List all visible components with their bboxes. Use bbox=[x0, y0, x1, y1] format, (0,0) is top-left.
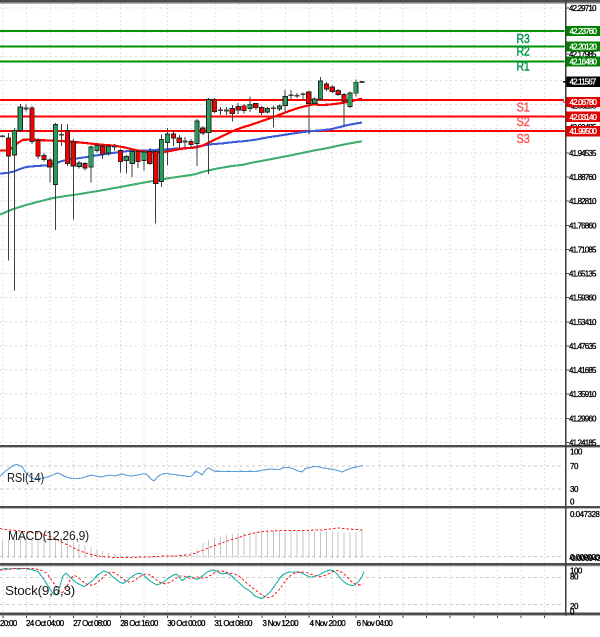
svg-text:42.11567: 42.11567 bbox=[570, 78, 597, 87]
svg-text:100: 100 bbox=[570, 448, 583, 457]
svg-text:28 Oct 16:00: 28 Oct 16:00 bbox=[120, 619, 159, 628]
svg-text:41.82810: 41.82810 bbox=[569, 197, 597, 206]
svg-text:42.17985: 42.17985 bbox=[569, 50, 597, 59]
svg-text:30 Oct 00:00: 30 Oct 00:00 bbox=[167, 619, 206, 628]
svg-text:0.047328: 0.047328 bbox=[570, 510, 600, 519]
svg-text:R1: R1 bbox=[517, 60, 530, 74]
svg-text:42.06780: 42.06780 bbox=[570, 98, 598, 107]
svg-text:S1: S1 bbox=[517, 101, 530, 115]
svg-text:41.59360: 41.59360 bbox=[569, 294, 597, 303]
svg-text:-0.006943: -0.006943 bbox=[569, 554, 600, 563]
svg-text:80: 80 bbox=[570, 573, 579, 582]
svg-text:70: 70 bbox=[570, 462, 579, 471]
svg-text:42.23760: 42.23760 bbox=[570, 27, 598, 36]
svg-text:41.53410: 41.53410 bbox=[569, 318, 597, 327]
svg-text:41.29960: 41.29960 bbox=[569, 414, 597, 423]
svg-text:3 Nov 12:00: 3 Nov 12:00 bbox=[262, 619, 299, 628]
svg-text:42.16480: 42.16480 bbox=[570, 58, 598, 67]
svg-text:41.88760: 41.88760 bbox=[569, 173, 597, 182]
svg-text:S3: S3 bbox=[517, 132, 530, 146]
svg-text:41.76860: 41.76860 bbox=[569, 221, 597, 230]
svg-text:6 Nov 04:00: 6 Nov 04:00 bbox=[357, 619, 394, 628]
svg-text:100: 100 bbox=[570, 567, 583, 576]
svg-text:4 Nov 20:00: 4 Nov 20:00 bbox=[310, 619, 347, 628]
svg-text:30: 30 bbox=[570, 485, 579, 494]
svg-text:RSI(14): RSI(14) bbox=[7, 471, 44, 485]
svg-text:24 Oct 04:00: 24 Oct 04:00 bbox=[26, 619, 65, 628]
svg-text:41.65135: 41.65135 bbox=[569, 270, 597, 279]
svg-text:42.03140: 42.03140 bbox=[570, 113, 598, 122]
svg-text:27 Oct 08:00: 27 Oct 08:00 bbox=[73, 619, 112, 628]
svg-text:31 Oct 08:00: 31 Oct 08:00 bbox=[214, 619, 253, 628]
svg-text:Stock(9,6,3): Stock(9,6,3) bbox=[5, 584, 75, 598]
svg-text:0: 0 bbox=[570, 607, 575, 616]
svg-text:41.24185: 41.24185 bbox=[569, 439, 597, 448]
svg-text:MACD(12,26,9): MACD(12,26,9) bbox=[8, 529, 89, 543]
svg-text:42.20120: 42.20120 bbox=[570, 43, 598, 52]
svg-text:S2: S2 bbox=[517, 115, 530, 129]
svg-text:0.000000: 0.000000 bbox=[570, 553, 600, 562]
svg-text:41.35910: 41.35910 bbox=[569, 390, 597, 399]
svg-text:0: 0 bbox=[570, 498, 575, 507]
svg-text:R3: R3 bbox=[517, 32, 530, 46]
svg-text:42.29710: 42.29710 bbox=[569, 4, 597, 13]
svg-text:41.99500: 41.99500 bbox=[570, 127, 598, 136]
svg-text:R2: R2 bbox=[517, 45, 530, 59]
svg-text:20: 20 bbox=[570, 602, 579, 611]
svg-text:20:00: 20:00 bbox=[0, 619, 18, 628]
svg-text:41.71085: 41.71085 bbox=[569, 245, 597, 254]
svg-text:41.41685: 41.41685 bbox=[569, 366, 597, 375]
svg-text:41.47635: 41.47635 bbox=[569, 342, 597, 351]
svg-text:41.94535: 41.94535 bbox=[569, 149, 597, 158]
